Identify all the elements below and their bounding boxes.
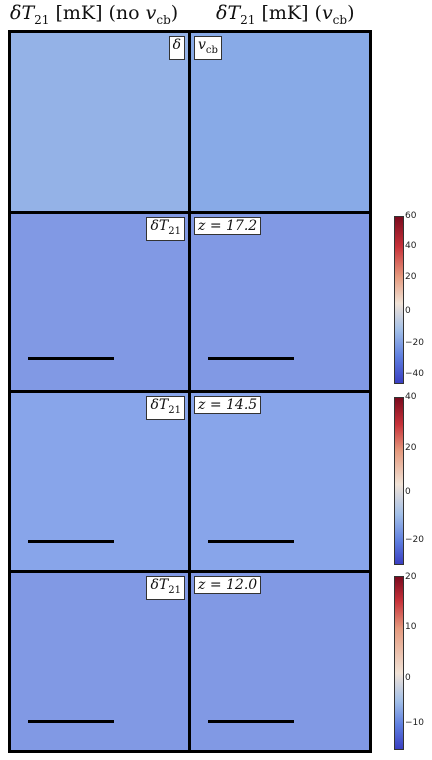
tick-label: 20 — [405, 443, 417, 453]
redshift-label-row2: z = 14.5 — [194, 396, 262, 414]
scale-bar — [208, 540, 294, 543]
tick-label: 20 — [405, 272, 417, 282]
tick-label: −10 — [405, 718, 424, 728]
redshift-label-row3: z = 12.0 — [194, 576, 262, 594]
tick-label: −40 — [405, 369, 424, 379]
panel-dT21-z17-no-vcb: δT21 — [11, 214, 188, 390]
panel-density-field: δ — [11, 33, 188, 211]
dT21-label-row2: δT21 — [146, 396, 185, 420]
tick-label: 60 — [405, 211, 417, 221]
delta-label: δ — [168, 36, 185, 60]
tick-label: −20 — [405, 535, 424, 545]
scale-bar — [28, 357, 114, 360]
tick-label: 0 — [405, 487, 411, 497]
tick-label: 40 — [405, 241, 417, 251]
panel-dT21-z14-vcb: z = 14.5 — [191, 393, 369, 570]
colorbar-z14 — [394, 397, 404, 565]
vcb-label: vcb — [194, 36, 222, 60]
redshift-label-row1: z = 17.2 — [194, 217, 262, 235]
panel-dT21-z14-no-vcb: δT21 — [11, 393, 188, 570]
tick-label: 10 — [405, 622, 417, 632]
dT21-label-row3: δT21 — [146, 576, 185, 600]
column-title-vcb: δT21 [mK] (vcb) — [216, 2, 355, 27]
panel-dT21-z12-vcb: z = 12.0 — [191, 573, 369, 750]
panel-dT21-z17-vcb: z = 17.2 — [191, 214, 369, 390]
tick-label: 40 — [405, 392, 417, 402]
tick-label: 20 — [405, 572, 417, 582]
tick-label: 0 — [405, 306, 411, 316]
tick-label: −20 — [405, 338, 424, 348]
scale-bar — [28, 540, 114, 543]
column-title-no-vcb: δT21 [mK] (no vcb) — [10, 2, 179, 27]
scale-bar — [208, 720, 294, 723]
tick-label: 0 — [405, 673, 411, 683]
scale-bar — [208, 357, 294, 360]
colorbar-z12 — [394, 576, 404, 750]
colorbar-z17 — [394, 216, 404, 384]
scale-bar — [28, 720, 114, 723]
panel-dT21-z12-no-vcb: δT21 — [11, 573, 188, 750]
dT21-label-row1: δT21 — [146, 217, 185, 241]
panel-vcb-field: vcb — [191, 33, 369, 211]
